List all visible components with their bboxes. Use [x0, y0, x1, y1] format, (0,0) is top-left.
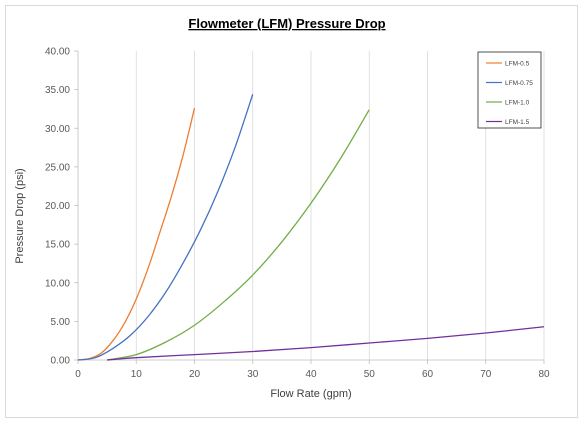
- x-tick-label: 40: [305, 369, 317, 380]
- y-tick-label: 40.00: [45, 47, 70, 58]
- x-tick-label: 70: [480, 369, 492, 380]
- legend-label: LFM-1.5: [505, 119, 530, 126]
- y-axis-label: Pressure Drop (psi): [14, 168, 26, 263]
- x-tick-label: 80: [538, 369, 550, 380]
- legend: LFM-0.5 LFM-0.75 LFM-1.0 LFM-1.5: [477, 51, 542, 129]
- x-tick-label: 10: [131, 369, 143, 380]
- x-tick-label: 0: [75, 369, 81, 380]
- x-tick-label: 50: [364, 369, 376, 380]
- x-tick-label: 20: [189, 369, 201, 380]
- y-tick-label: 5.00: [51, 317, 71, 328]
- series-line-lfm-0-75: [77, 94, 254, 361]
- chart-title: Flowmeter (LFM) Pressure Drop: [188, 16, 385, 31]
- y-tick-label: 0.00: [51, 356, 71, 367]
- y-tick-label: 30.00: [45, 124, 70, 135]
- legend-box: [477, 51, 542, 129]
- axes: 0 10 20 30 40 50 60 70 80 0.00 5.00 10.00 15.00 20.00…: [45, 47, 550, 381]
- y-tick-label: 25.00: [45, 162, 70, 173]
- legend-items: LFM-0.5 LFM-0.75 LFM-1.0 LFM-1.5: [486, 60, 533, 126]
- x-tick-label: 30: [247, 369, 259, 380]
- x-axis-label: Flow Rate (gpm): [270, 388, 351, 400]
- legend-label: LFM-1.0: [505, 99, 530, 106]
- y-tick-label: 20.00: [45, 201, 70, 212]
- y-tick-label: 15.00: [45, 240, 70, 251]
- grid: [135, 51, 545, 360]
- series-line-lfm-1-0: [107, 109, 370, 361]
- series-lines: [77, 94, 545, 361]
- legend-label: LFM-0.5: [505, 60, 530, 67]
- y-tick-label: 10.00: [45, 278, 70, 289]
- series-line-lfm-0-5: [77, 108, 196, 361]
- y-tick-label: 35.00: [45, 85, 70, 96]
- series-line-lfm-1-5: [107, 326, 545, 361]
- x-tick-label: 60: [422, 369, 434, 380]
- legend-label: LFM-0.75: [505, 80, 533, 87]
